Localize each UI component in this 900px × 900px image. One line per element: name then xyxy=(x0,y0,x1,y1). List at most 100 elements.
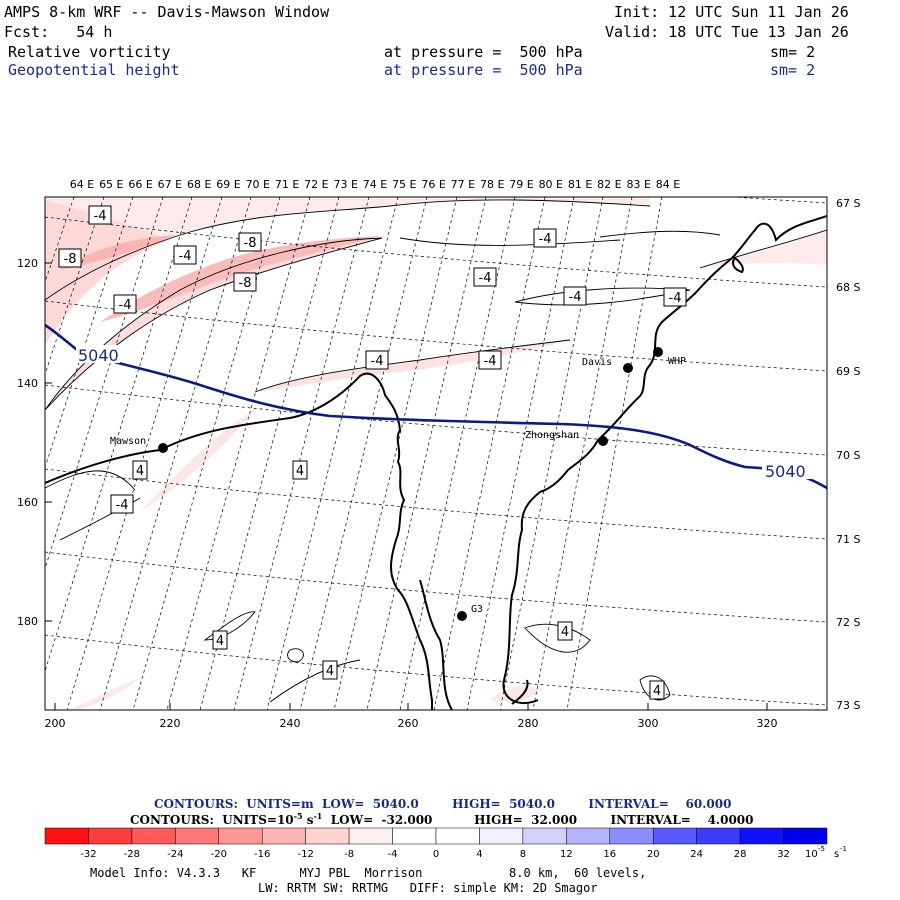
vorticity-label: -4 xyxy=(479,271,492,286)
color-bar-unit: 10 -5 s -1 xyxy=(805,845,847,860)
station-label-mawson: Mawson xyxy=(110,436,146,447)
vorticity-label-box xyxy=(212,630,228,650)
color-bar-swatch xyxy=(479,827,524,845)
meridian-line xyxy=(99,197,252,710)
station-label-g3: G3 xyxy=(471,604,483,615)
meridian-line xyxy=(266,197,399,710)
vorticity-label: -4 xyxy=(569,290,582,305)
longitude-label: 75 E xyxy=(392,178,416,191)
grid-y-label: 140 xyxy=(17,377,38,390)
vorticity-label: 4 xyxy=(136,464,144,479)
parallel-line xyxy=(45,551,827,623)
meridian-line xyxy=(233,197,370,710)
station-marker-davis xyxy=(623,363,633,373)
parallel-line xyxy=(45,216,827,288)
latitude-label: 72 S xyxy=(836,616,860,629)
height-label-east: 5040 xyxy=(765,462,806,481)
vorticity-label: 4 xyxy=(326,664,334,679)
meridian-line xyxy=(45,197,105,376)
color-bar-tick-label: 4 xyxy=(476,849,482,860)
meridian-line xyxy=(333,197,458,710)
color-bar-tick-label: 0 xyxy=(433,849,439,860)
vorticity-label-box xyxy=(473,267,497,287)
longitude-axis: 64 E 65 E 66 E 67 E 68 E 69 E 70 E 71 E 72 E 73 E… xyxy=(70,178,680,191)
parallel-line xyxy=(45,384,827,456)
longitude-label: 70 E xyxy=(246,178,270,191)
field2-level: at pressure = 500 hPa xyxy=(384,61,583,79)
valid-time: Valid: 18 UTC Tue 13 Jan 26 xyxy=(605,23,849,41)
color-bar-swatch xyxy=(566,827,611,845)
longitude-label: 79 E xyxy=(509,178,533,191)
station-marker-zhongshan xyxy=(598,436,608,446)
vorticity-label: -4 xyxy=(669,291,682,306)
color-bar-swatch xyxy=(305,827,350,845)
vorticity-label-box xyxy=(173,245,197,265)
latitude-axis: 67 S 68 S 69 S 70 S 71 S 72 S 73 S xyxy=(836,197,860,712)
longitude-label: 83 E xyxy=(626,178,650,191)
vorticity-label: 4 xyxy=(216,634,224,649)
parallel-line xyxy=(45,634,827,706)
height-label-west: 5040 xyxy=(78,346,119,365)
color-bar-ticks: -32 -28 -24 -20 -16 -12 -8 -4 0 4 8 12 16 20 24 28 32 xyxy=(80,849,790,860)
coastline xyxy=(45,215,827,710)
meridian-line xyxy=(199,197,340,710)
grid-y-label: 120 xyxy=(17,257,38,270)
latitude-label: 71 S xyxy=(836,533,860,546)
vorticity-label-box xyxy=(88,205,112,225)
vorticity-contours xyxy=(45,199,827,703)
vorticity-label-box xyxy=(110,494,134,514)
vorticity-label-box xyxy=(322,660,338,680)
color-bar-tick-label: -20 xyxy=(211,849,227,860)
color-bar-swatch xyxy=(435,827,480,845)
x-grid-axis: 200 220 240 260 280 300 320 xyxy=(45,717,778,730)
color-bar-tick-label: -8 xyxy=(344,849,354,860)
longitude-label: 84 E xyxy=(656,178,680,191)
vorticity-label-box xyxy=(365,350,389,370)
contour-legend-height: CONTOURS: UNITS=m LOW= 5040.0 HIGH= 5040… xyxy=(154,797,732,811)
longitude-label: 68 E xyxy=(187,178,211,191)
vorticity-shading xyxy=(45,197,827,710)
longitude-label: 64 E xyxy=(70,178,94,191)
station-markers xyxy=(158,347,663,621)
grid-x-label: 200 xyxy=(45,717,66,730)
color-bar xyxy=(44,827,828,845)
longitude-label: 78 E xyxy=(480,178,504,191)
contour-legend-vorticity: CONTOURS: UNITS=10-5 s-1 LOW= -32.000 HI… xyxy=(130,811,754,827)
color-bar-swatch xyxy=(218,827,263,845)
color-bar-tick-label: 16 xyxy=(603,849,616,860)
longitude-label: 82 E xyxy=(597,178,621,191)
color-bar-swatch xyxy=(131,827,176,845)
color-bar-swatch xyxy=(392,827,437,845)
longitude-label: 73 E xyxy=(333,178,357,191)
field2-name: Geopotential height xyxy=(8,61,180,79)
grid-x-label: 260 xyxy=(398,717,419,730)
latitude-label: 68 S xyxy=(836,281,860,294)
vorticity-label: 4 xyxy=(296,464,304,479)
vorticity-label: -8 xyxy=(239,276,252,291)
svg-text:10: 10 xyxy=(805,849,818,860)
vorticity-label-box xyxy=(533,228,557,248)
vorticity-label: -8 xyxy=(64,252,77,267)
station-labels: Davis WHP Zhongshan Mawson G3 xyxy=(110,356,686,615)
field2-smoothing: sm= 2 xyxy=(770,61,816,79)
vorticity-labels: -4 -8 -4 -8 -4 -8 -4 -4 -4 -4 -4 -4 -4 4 4 4 4 4 4 xyxy=(58,205,687,700)
meridian-line xyxy=(299,197,428,710)
color-bar-tick-label: -4 xyxy=(388,849,398,860)
axis-ticks xyxy=(45,262,768,710)
height-labels: 5040 5040 xyxy=(76,345,812,481)
color-bar-swatch xyxy=(261,827,306,845)
field1-smoothing: sm= 2 xyxy=(770,43,816,61)
color-bar-swatch xyxy=(783,827,828,845)
grid-x-label: 220 xyxy=(160,717,181,730)
latitude-label: 69 S xyxy=(836,365,860,378)
color-bar-tick-label: -16 xyxy=(254,849,270,860)
grid-x-label: 320 xyxy=(757,717,778,730)
longitude-label: 77 E xyxy=(451,178,475,191)
grid-x-label: 300 xyxy=(638,717,659,730)
color-bar-tick-label: 32 xyxy=(777,849,790,860)
longitude-label: 65 E xyxy=(99,178,123,191)
y-grid-axis: 120 140 160 180 xyxy=(17,257,38,628)
color-bar-tick-label: 12 xyxy=(560,849,573,860)
color-bar-tick-label: -32 xyxy=(80,849,96,860)
